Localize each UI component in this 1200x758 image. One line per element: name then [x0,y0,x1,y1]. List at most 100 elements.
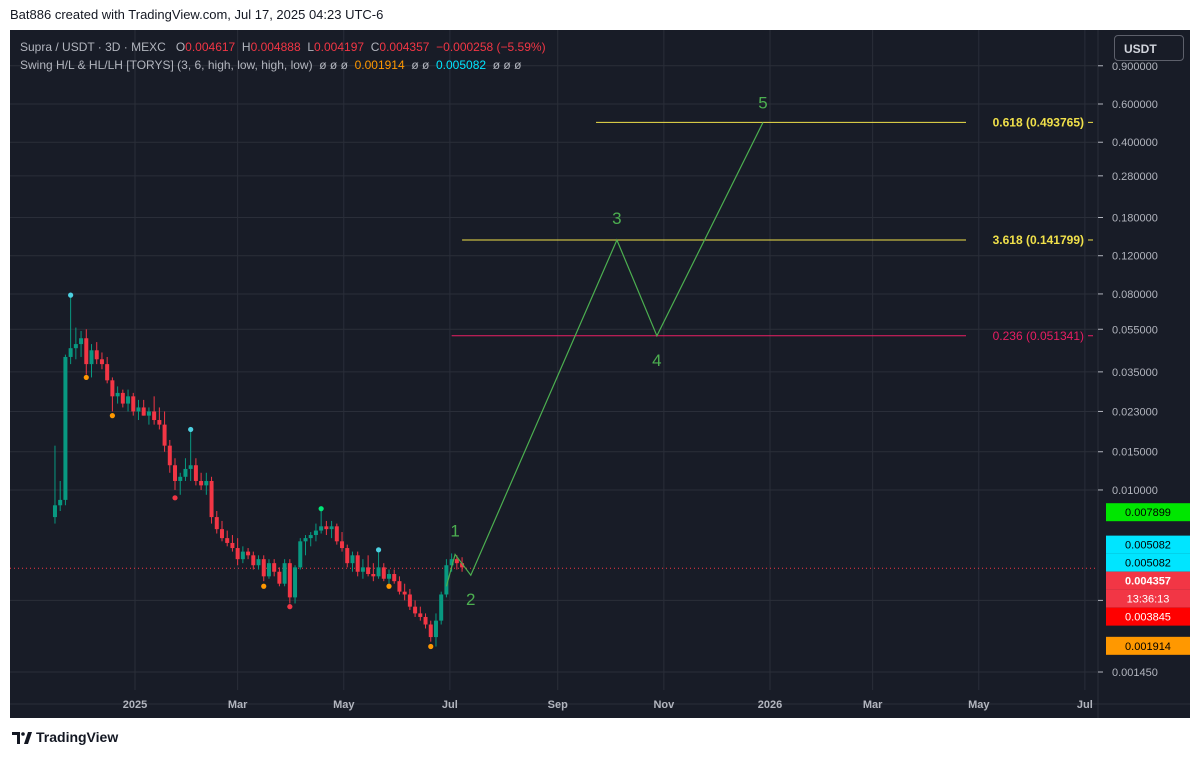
swing-marker [287,604,293,610]
candle-body [219,529,224,539]
candle-body [345,548,350,564]
candle-body [162,424,167,446]
candle-body [439,594,444,621]
candle-body [120,392,125,404]
candle-body [209,480,214,518]
legend-indicator-row: Swing H/L & HL/LH [TORYS] (3, 6, high, l… [20,56,546,74]
candle-body [152,411,157,421]
chart-legend: Supra / USDT · 3D · MEXC O0.004617 H0.00… [20,38,546,74]
candle-body [84,338,89,365]
time-tick-label: Mar [228,699,248,711]
wave-label: 2 [466,590,475,609]
price-badge [1106,571,1190,590]
candle-body [204,480,209,486]
footer-bar: TradingView [0,718,1200,758]
price-badge-label: 0.005082 [1125,540,1171,552]
candle-body [73,344,78,349]
price-tick-label: 0.023000 [1112,406,1158,418]
symbol-label[interactable]: Supra / USDT · 3D · MEXC [20,40,166,54]
candle-body [225,538,230,543]
tradingview-logo-icon [12,732,32,744]
credit-text: Bat886 created with TradingView.com, Jul… [10,7,384,22]
candle-body [428,624,433,638]
candle-body [230,542,235,549]
candle-body [266,563,271,577]
fib-level-label: 0.236 (0.051341) [993,329,1084,343]
price-tick-label: 0.900000 [1112,61,1158,73]
indicator-label[interactable]: Swing H/L & HL/LH [TORYS] (3, 6, high, l… [20,58,313,72]
candle-body [199,480,204,486]
candle-body [256,559,261,566]
candle-body [418,613,423,617]
price-tick-label: 0.055000 [1112,324,1158,336]
time-tick-label: Nov [653,699,675,711]
price-badge-label: 0.001914 [1125,641,1171,653]
candle-body [235,548,240,560]
candle-body [454,559,459,564]
candle-body [173,465,178,481]
candle-body [360,567,365,572]
candle-body [413,606,418,614]
candle-body [58,499,63,506]
currency-unit-button[interactable]: USDT [1114,35,1184,61]
price-tick-label: 0.120000 [1112,251,1158,263]
price-tick-label: 0.280000 [1112,171,1158,183]
price-tick-label: 0.015000 [1112,447,1158,459]
indicator-value-2: 0.005082 [436,58,487,72]
swing-marker [375,547,382,553]
close-label: C [370,40,380,54]
candle-body [277,571,282,584]
time-tick-label: Jul [1077,699,1093,711]
high-label: H [241,40,251,54]
change-value: −0.000258 (−5.59%) [436,40,546,54]
swing-marker [83,374,89,381]
candle-body [460,563,465,568]
wave-label: 3 [612,209,621,228]
close-value: 0.004357 [379,40,430,54]
candle-body [183,468,188,477]
chart-area[interactable]: 0.900000 0.600000 0.400000 0.280000 0.180000… [10,30,1190,718]
swing-marker [318,506,324,512]
chart-svg[interactable]: 0.900000 0.600000 0.400000 0.280000 0.180000… [10,30,1190,718]
time-tick-label: Mar [863,699,883,711]
candle-body [146,411,151,416]
price-badge-label: 0.005082 [1125,558,1171,570]
candle-body [313,530,318,536]
tradingview-brand[interactable]: TradingView [36,729,119,745]
price-tick-label: 0.600000 [1112,99,1158,111]
candle-body [126,396,131,404]
candle-body [178,476,183,481]
swing-marker [386,583,392,589]
low-label: L [307,40,314,54]
price-tick-label: 0.001450 [1112,667,1158,679]
open-value: 0.004617 [185,40,236,54]
fib-level-label: 0.618 (0.493765) [993,115,1084,129]
candle-body [449,559,454,566]
candle-body [157,420,162,425]
indicator-value-1: 0.001914 [354,58,405,72]
candle-body [105,364,110,381]
time-tick-label: 2026 [758,699,782,711]
swing-marker [261,583,267,589]
price-badge [1106,503,1190,522]
candle-body [99,359,104,365]
candle-body [366,567,371,575]
price-badge [1106,535,1190,554]
candle-body [89,350,94,365]
wave-label: 5 [758,93,767,112]
candle-body [444,565,449,595]
open-label: O [175,40,186,54]
candle-body [240,551,245,560]
candle-body [334,526,339,542]
candle-body [141,407,146,416]
price-tick-label: 0.080000 [1112,289,1158,301]
candle-body [407,594,412,607]
candle-body [52,505,57,518]
candle-body [282,563,287,584]
price-badge-label: 0.004357 [1125,576,1171,588]
price-badge-label: 0.003845 [1125,612,1171,624]
time-tick-label: May [333,699,355,711]
candle-body [214,517,219,530]
chart-background [10,30,1190,718]
high-value: 0.004888 [250,40,301,54]
